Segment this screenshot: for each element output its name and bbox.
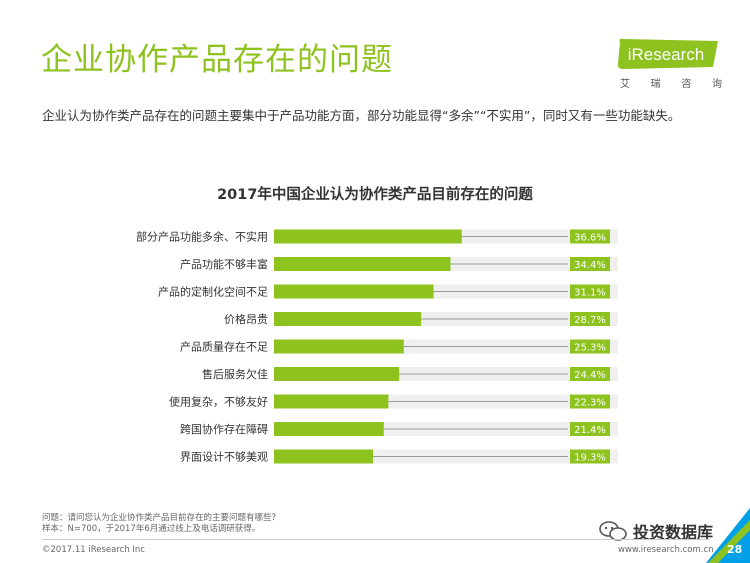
logo-sub-char: 咨: [681, 79, 692, 90]
value-label: 22.3%: [574, 398, 606, 409]
logo-sub-char: 艾: [620, 79, 630, 90]
watermark-text: 投资数据库: [633, 523, 714, 542]
copyright: ©2017.11 iResearch Inc: [42, 545, 145, 555]
category-label: 产品质量存在不足: [180, 340, 268, 354]
value-label: 28.7%: [574, 315, 606, 326]
footer-note: 问题：请问您认为企业协作类产品目前存在的主要问题有哪些？ 样本：N=700，于2…: [42, 513, 280, 535]
logo-sub-char: 瑞: [650, 79, 661, 90]
iresearch-logo: iResearch 艾 瑞 咨 询: [616, 38, 722, 96]
category-label: 产品功能不够丰富: [180, 257, 268, 271]
category-label: 部分产品功能多余、不实用: [136, 230, 268, 244]
category-label: 跨国协作存在障碍: [180, 422, 268, 436]
value-badge: [570, 257, 610, 271]
value-badge: [570, 229, 610, 244]
page-title: 企业协作产品存在的问题: [41, 42, 393, 78]
logo-mark: iResearch: [617, 38, 718, 69]
survey-sample: 样本：N=700，于2017年6月通过线上及电话调研获得。: [42, 524, 261, 534]
category-label: 界面设计不够美观: [180, 451, 268, 464]
value-label: 24.4%: [574, 370, 606, 381]
value-label: 34.4%: [574, 260, 606, 271]
logo-sub-char: 询: [711, 79, 722, 90]
bar: [274, 422, 384, 436]
bar: [274, 257, 451, 271]
value-label: 25.3%: [574, 343, 606, 354]
value-label: 21.4%: [574, 425, 606, 436]
value-badge: [570, 449, 610, 464]
value-badge: [570, 394, 610, 409]
summary-text: 企业认为协作类产品存在的问题主要集中于产品功能方面，部分功能显得“多余”“不实用…: [42, 108, 681, 123]
footer-divider: [42, 539, 710, 540]
wechat-icon: [599, 521, 627, 541]
bar: [274, 339, 404, 354]
bar: [274, 449, 374, 464]
logo-text: iResearch: [628, 45, 705, 64]
value-label: 36.6%: [574, 233, 606, 244]
bar: [274, 229, 462, 244]
bar: [274, 367, 400, 381]
bar: [274, 284, 434, 299]
category-label: 售后服务欠佳: [202, 367, 268, 381]
category-label: 价格昂贵: [224, 312, 268, 326]
chart-title: 2017年中国企业认为协作类产品目前存在的问题: [217, 187, 533, 203]
bar-chart: 部分产品功能多余、不实用 36.6% 产品功能不够丰富 34.4% 产品的定制化空间不足…: [136, 229, 618, 464]
corner-stripe: [708, 520, 750, 563]
page-number: 28: [727, 543, 743, 556]
survey-question: 问题：请问您认为企业协作类产品目前存在的主要问题有哪些？: [42, 513, 281, 523]
logo-subtitle: 艾 瑞 咨 询: [620, 75, 722, 90]
bar: [274, 312, 422, 326]
bar: [274, 394, 389, 409]
value-badge: [570, 284, 610, 299]
category-label: 使用复杂，不够友好: [169, 395, 268, 409]
value-badge: [570, 312, 610, 326]
value-badge: [570, 422, 610, 436]
value-label: 19.3%: [574, 453, 606, 464]
website-link[interactable]: www.iresearch.com.cn: [618, 545, 714, 555]
category-label: 产品的定制化空间不足: [158, 285, 268, 299]
value-badge: [570, 367, 610, 381]
value-badge: [570, 339, 610, 354]
watermark: 投资数据库: [598, 519, 713, 543]
value-label: 31.1%: [574, 288, 606, 299]
